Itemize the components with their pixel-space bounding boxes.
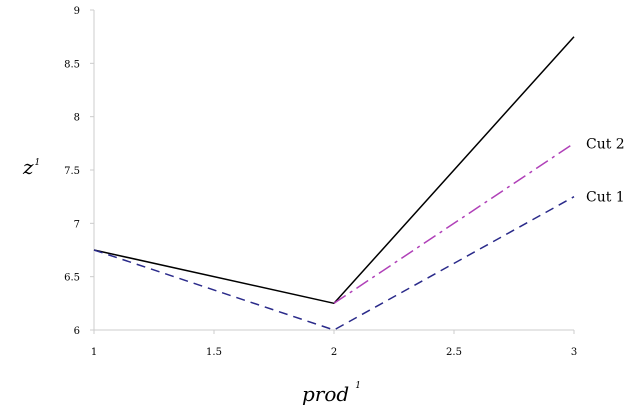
y-axis-title: z1: [22, 155, 40, 179]
y-tick-label: 7: [74, 219, 80, 230]
series-label-cut-2: Cut 2: [586, 136, 625, 152]
y-tick-label: 8: [74, 113, 80, 124]
y-tick-label: 8.5: [64, 59, 80, 70]
y-tick-label: 9: [74, 6, 80, 17]
x-tick-label: 2: [331, 347, 337, 358]
axes: 6 6.5 7 7.5 8 8.5 9 1 1.5 2 2.5 3: [64, 6, 577, 358]
series-label-cut-1: Cut 1: [586, 190, 625, 206]
x-tick-label: 1: [91, 347, 97, 358]
y-tick-label: 6: [74, 326, 80, 337]
y-axis-title-superscript: 1: [35, 158, 41, 168]
x-tick-label: 2.5: [446, 347, 462, 358]
series-layer: [93, 36, 575, 331]
series-line-cut-2: [333, 142, 575, 304]
y-tick-label: 7.5: [64, 166, 80, 177]
x-tick-label: 1.5: [206, 347, 222, 358]
series-line-cut-1: [93, 196, 575, 331]
x-tick-label: 3: [571, 347, 577, 358]
x-axis-title-superscript: 1: [355, 381, 361, 391]
y-tick-label: 6.5: [64, 273, 80, 284]
x-axis-title: prod 1: [302, 381, 361, 406]
series-line-upper-bound: [93, 36, 575, 305]
labels-layer: Cut 2 Cut 1: [586, 136, 625, 205]
